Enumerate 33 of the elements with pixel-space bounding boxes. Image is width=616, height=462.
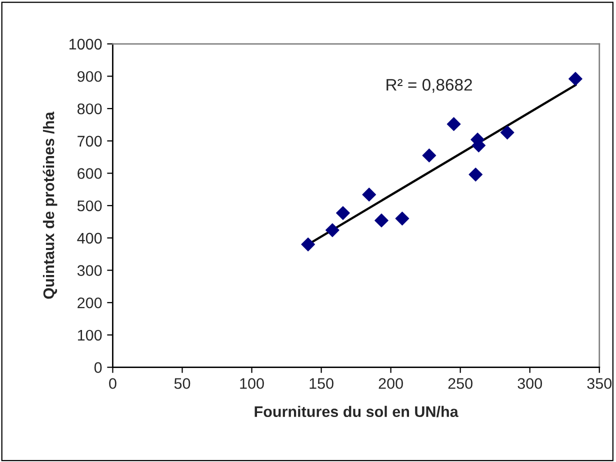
y-tick-label: 700 bbox=[78, 136, 102, 147]
point bbox=[325, 223, 340, 238]
x-tick-label: 100 bbox=[240, 378, 264, 389]
y-tick-label: 900 bbox=[78, 71, 102, 82]
point bbox=[422, 148, 436, 162]
x-axis-title: Fournitures du sol en UN/ha bbox=[254, 406, 458, 418]
x-tick-label: 150 bbox=[310, 378, 334, 389]
point bbox=[362, 188, 376, 202]
y-tick-label: 1000 bbox=[69, 38, 102, 50]
y-tick-label: 500 bbox=[77, 200, 102, 212]
point bbox=[374, 214, 388, 228]
y-tick-label: 800 bbox=[77, 103, 102, 114]
annotation: R² = 0,8682 bbox=[386, 78, 472, 93]
y-tick-label: 0 bbox=[94, 362, 102, 373]
point bbox=[446, 117, 461, 132]
y-tick-label: 600 bbox=[78, 168, 102, 179]
y-tick-label: 100 bbox=[78, 330, 102, 341]
point bbox=[301, 237, 316, 252]
x-tick-label: 0 bbox=[109, 378, 116, 389]
x-tick-label: 350 bbox=[587, 378, 612, 389]
y-axis-title: Quintaux de protéines /ha bbox=[42, 112, 58, 299]
point bbox=[468, 168, 483, 182]
y-tick-label: 400 bbox=[77, 232, 102, 244]
point bbox=[500, 126, 514, 140]
x-tick-label: 200 bbox=[378, 378, 403, 389]
y-tick-label: 300 bbox=[77, 265, 102, 276]
x-tick-label: 250 bbox=[448, 378, 472, 389]
x-tick-label: 300 bbox=[518, 378, 542, 389]
x-tick-label: 50 bbox=[174, 378, 190, 389]
point bbox=[336, 206, 350, 220]
y-tick-label: 200 bbox=[78, 297, 102, 308]
point bbox=[568, 72, 582, 86]
point bbox=[395, 212, 410, 226]
